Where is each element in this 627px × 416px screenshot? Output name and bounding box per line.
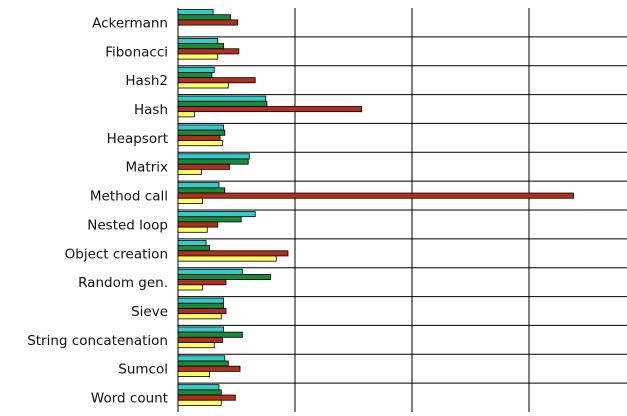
- bar: [177, 168, 202, 175]
- bar: [177, 268, 243, 275]
- bar: [177, 255, 277, 262]
- bar: [177, 308, 227, 315]
- bar: [177, 158, 249, 165]
- bar: [177, 53, 219, 60]
- bar: [177, 274, 271, 281]
- bar: [177, 221, 219, 228]
- bar: [177, 389, 222, 396]
- bar: [177, 216, 242, 223]
- bar: [177, 43, 225, 50]
- category-labels: Ackermann Fibonacci Hash2 Hash Heapsort Matri…: [27, 15, 168, 406]
- category-label: Heapsort: [107, 131, 168, 147]
- bar: [177, 384, 220, 391]
- bar: [177, 313, 222, 320]
- bar: [177, 163, 230, 170]
- bar: [177, 153, 250, 160]
- bar: [177, 72, 213, 79]
- bar: [177, 370, 210, 377]
- bar: [177, 100, 268, 107]
- bar: [177, 129, 226, 136]
- bar: [177, 134, 221, 141]
- bar: [177, 394, 236, 401]
- category-label: Matrix: [125, 160, 168, 176]
- bar: [177, 140, 223, 147]
- category-label: Object creation: [65, 246, 168, 262]
- bar: [177, 111, 195, 118]
- category-label: Word count: [91, 391, 168, 407]
- bar: [177, 192, 574, 199]
- bar: [177, 211, 256, 218]
- category-label: Nested loop: [87, 217, 168, 233]
- bar: [177, 9, 214, 16]
- bar: [177, 37, 219, 44]
- bar: [177, 326, 225, 333]
- bar: [177, 365, 241, 372]
- bar: [177, 124, 225, 131]
- category-label: Hash2: [125, 73, 168, 89]
- bar: [177, 302, 225, 309]
- category-label: Sumcol: [118, 362, 168, 378]
- bar: [177, 82, 229, 89]
- bar: [177, 48, 240, 55]
- bar: [177, 95, 267, 102]
- bar: [177, 239, 207, 246]
- bar: [177, 297, 225, 304]
- bar: [177, 226, 208, 233]
- bar: [177, 66, 215, 73]
- bar: [177, 19, 239, 26]
- bar: [177, 336, 223, 343]
- bar: [177, 245, 210, 252]
- bar: [177, 342, 215, 349]
- bar: [177, 77, 256, 84]
- category-label: Ackermann: [92, 15, 168, 31]
- category-label: Sieve: [131, 304, 168, 320]
- category-label: Fibonacci: [105, 44, 168, 60]
- bar: [177, 284, 203, 291]
- category-label: Method call: [90, 189, 168, 205]
- bars: [177, 9, 574, 406]
- bar: [177, 399, 222, 406]
- bar: [177, 279, 227, 286]
- bar: [177, 14, 232, 21]
- bar: [177, 106, 363, 113]
- bar: [177, 331, 243, 338]
- category-label: String concatenation: [27, 333, 168, 349]
- bar: [177, 197, 203, 204]
- grid: [177, 8, 627, 412]
- bar: [177, 182, 220, 189]
- bar: [177, 360, 229, 367]
- bar: [177, 250, 289, 257]
- category-label: Random gen.: [78, 275, 168, 291]
- bar: [177, 187, 226, 194]
- bar: [177, 355, 226, 362]
- category-label: Hash: [134, 102, 168, 118]
